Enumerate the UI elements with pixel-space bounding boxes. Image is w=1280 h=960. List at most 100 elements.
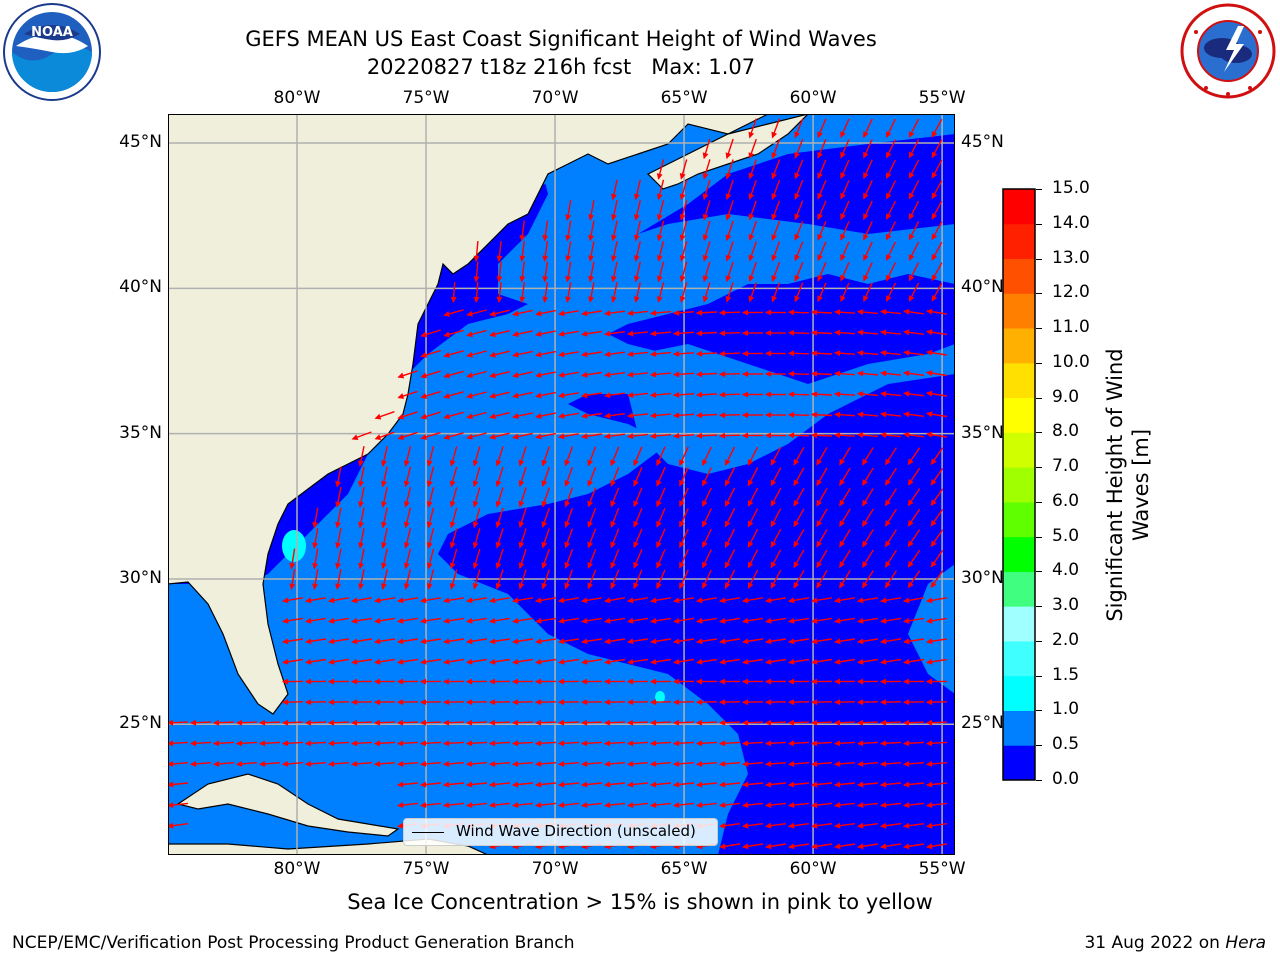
wind-arrow-head (787, 432, 795, 439)
wind-arrow-head (741, 638, 749, 645)
wind-arrow-head (442, 658, 450, 665)
wind-direction-arrows (168, 118, 948, 850)
wind-arrow-head (884, 499, 891, 507)
wind-arrow-head (281, 638, 289, 645)
wind-arrow-head (626, 678, 633, 685)
wind-arrow-head (403, 501, 410, 508)
wind-arrow-head (472, 459, 479, 467)
wind-arrow-head (810, 678, 817, 685)
wind-arrow-head (488, 719, 496, 726)
wind-arrow-head (879, 370, 887, 377)
wind-arrow-head (557, 617, 565, 624)
wind-arrow-head (879, 678, 886, 685)
wind-arrow-head (535, 392, 542, 399)
wind-arrow-head (856, 699, 864, 706)
wind-arrow-head (396, 822, 404, 829)
wind-arrow-head (702, 500, 708, 508)
wind-arrow-head (465, 740, 473, 747)
wind-arrow-head (908, 274, 915, 282)
wind-arrow-head (304, 597, 312, 604)
wind-arrow-head (879, 822, 887, 829)
colorbar-tick-label: 8.0 (1052, 421, 1080, 442)
wind-arrow-head (833, 740, 841, 747)
wind-arrow-head (381, 583, 387, 590)
wind-arrow-head (381, 542, 387, 549)
latitude-tick-label-left: 30°N (119, 567, 162, 588)
wind-arrow-head (679, 582, 685, 590)
wind-arrow-head (833, 370, 841, 377)
wind-arrow-head (770, 540, 777, 548)
colorbar-tick-mark (1036, 675, 1042, 677)
latitude-tick-label-right: 45°N (961, 132, 1004, 153)
wind-arrow-head (679, 561, 685, 569)
wave-band-0-5 (168, 114, 955, 855)
wind-arrow-head (472, 480, 479, 488)
wind-arrow-head (679, 479, 685, 487)
wind-arrow-head (748, 172, 755, 180)
wind-arrow-head (656, 459, 662, 467)
wind-arrow-head (442, 760, 450, 767)
wind-arrow-head (702, 561, 708, 569)
wind-arrow-head (327, 617, 335, 624)
wind-arrow-head (925, 370, 933, 377)
colorbar-segment (1003, 293, 1035, 329)
wind-arrow-head (695, 350, 703, 357)
wind-arrow-head (672, 391, 680, 398)
wind-arrow-head (557, 678, 564, 685)
wind-arrow-head (725, 172, 732, 180)
wind-arrow-head (373, 760, 381, 767)
wind-arrow-head (787, 678, 794, 685)
sea-ice-caption: Sea Ice Concentration > 15% is shown in … (347, 890, 933, 914)
wind-arrow-head (403, 521, 410, 529)
wind-arrow-head (856, 309, 864, 316)
wind-arrow-head (649, 658, 657, 665)
wind-arrow-head (495, 480, 502, 488)
wind-arrow-head (557, 597, 565, 604)
wind-arrow-head (281, 658, 289, 665)
wind-arrow-head (588, 296, 594, 303)
wind-arrow-head (902, 740, 910, 747)
wind-arrow-head (856, 822, 864, 829)
wind-arrow-head (724, 561, 731, 569)
wind-arrow-head (787, 597, 795, 604)
wind-arrow-head (489, 372, 496, 379)
wind-arrow-head (281, 719, 289, 726)
wind-arrow-head (931, 294, 938, 302)
wind-arrow-head (817, 131, 823, 139)
wind-arrow-head (764, 822, 772, 829)
wind-arrow-head (443, 372, 451, 379)
colorbar-tick-mark (1036, 501, 1042, 503)
wind-arrow-head (794, 275, 800, 282)
wind-arrow-head (633, 193, 640, 201)
wind-arrow-head (419, 719, 427, 726)
wind-arrow-head (702, 479, 708, 487)
wind-arrow-head (856, 802, 864, 809)
wind-arrow-head (718, 309, 726, 316)
wind-arrow-head (810, 719, 818, 726)
wind-arrow-head (702, 172, 709, 180)
wind-arrow-head (856, 781, 864, 788)
wind-arrow-head (488, 638, 496, 645)
longitude-tick-label: 75°W (402, 88, 450, 108)
wind-arrow-head (930, 499, 937, 507)
wind-arrow-head (489, 331, 496, 338)
longitude-tick-label: 70°W (531, 88, 579, 108)
wave-band-0-5-mid (628, 344, 955, 474)
wind-arrow-head (862, 581, 868, 589)
wind-arrow-head (304, 617, 312, 624)
wind-arrow-head (358, 521, 364, 529)
wind-arrow-head (473, 276, 480, 283)
wind-arrow-head (886, 295, 892, 303)
wind-arrow-head (747, 459, 754, 466)
wind-arrow-head (702, 254, 709, 262)
longitude-tick-label: 55°W (918, 88, 966, 108)
wind-arrow-head (879, 843, 887, 850)
wind-arrow-head (495, 500, 502, 508)
wind-arrow-head (702, 213, 709, 221)
wind-arrow-head (419, 699, 427, 706)
wind-arrow-head (695, 699, 703, 706)
wind-arrow-head (420, 372, 428, 379)
wind-arrow-head (724, 541, 731, 549)
colorbar-tick-label: 0.5 (1052, 734, 1080, 755)
wind-arrow-head (862, 520, 868, 527)
